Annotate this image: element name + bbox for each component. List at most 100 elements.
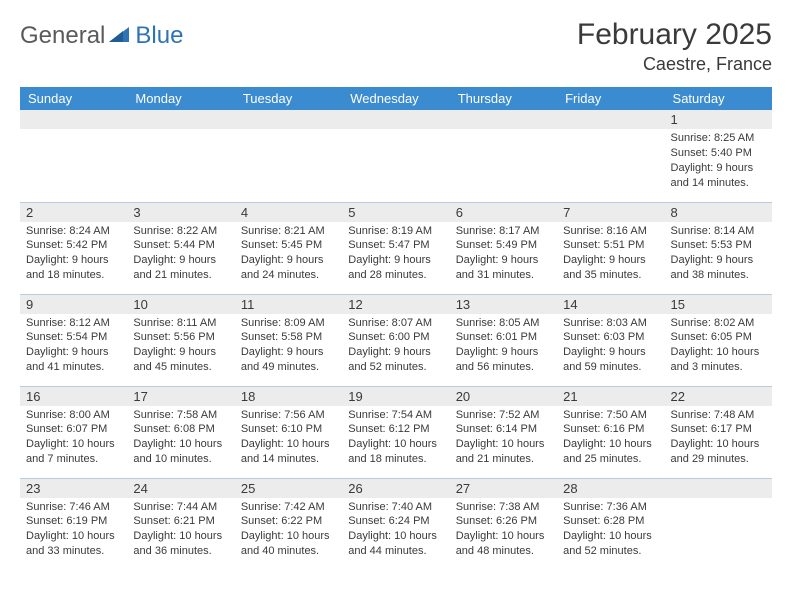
day-number: 12 — [342, 295, 449, 314]
day-number — [342, 110, 449, 129]
day-details: Sunrise: 7:56 AMSunset: 6:10 PMDaylight:… — [235, 406, 342, 471]
weekday-header: Tuesday — [235, 87, 342, 110]
weekday-header: Monday — [127, 87, 234, 110]
day-details: Sunrise: 7:48 AMSunset: 6:17 PMDaylight:… — [665, 406, 772, 471]
logo: General Blue — [20, 22, 183, 50]
calendar-day-cell — [665, 478, 772, 570]
calendar-day-cell — [235, 110, 342, 202]
calendar-week-row: 23Sunrise: 7:46 AMSunset: 6:19 PMDayligh… — [20, 478, 772, 570]
day-number: 22 — [665, 387, 772, 406]
day-details: Sunrise: 7:38 AMSunset: 6:26 PMDaylight:… — [450, 498, 557, 563]
day-number — [665, 479, 772, 498]
day-details: Sunrise: 8:24 AMSunset: 5:42 PMDaylight:… — [20, 222, 127, 287]
day-number: 25 — [235, 479, 342, 498]
calendar-day-cell — [20, 110, 127, 202]
calendar-day-cell: 2Sunrise: 8:24 AMSunset: 5:42 PMDaylight… — [20, 202, 127, 294]
day-details: Sunrise: 7:54 AMSunset: 6:12 PMDaylight:… — [342, 406, 449, 471]
day-number — [557, 110, 664, 129]
day-number — [127, 110, 234, 129]
day-number: 10 — [127, 295, 234, 314]
day-details: Sunrise: 7:52 AMSunset: 6:14 PMDaylight:… — [450, 406, 557, 471]
weekday-header: Sunday — [20, 87, 127, 110]
day-number: 28 — [557, 479, 664, 498]
day-details: Sunrise: 8:05 AMSunset: 6:01 PMDaylight:… — [450, 314, 557, 379]
weekday-header: Saturday — [665, 87, 772, 110]
day-number: 17 — [127, 387, 234, 406]
calendar-day-cell: 7Sunrise: 8:16 AMSunset: 5:51 PMDaylight… — [557, 202, 664, 294]
day-number: 11 — [235, 295, 342, 314]
calendar-day-cell: 5Sunrise: 8:19 AMSunset: 5:47 PMDaylight… — [342, 202, 449, 294]
calendar-day-cell: 27Sunrise: 7:38 AMSunset: 6:26 PMDayligh… — [450, 478, 557, 570]
day-details: Sunrise: 8:07 AMSunset: 6:00 PMDaylight:… — [342, 314, 449, 379]
calendar-day-cell: 3Sunrise: 8:22 AMSunset: 5:44 PMDaylight… — [127, 202, 234, 294]
day-details: Sunrise: 8:03 AMSunset: 6:03 PMDaylight:… — [557, 314, 664, 379]
day-details: Sunrise: 7:40 AMSunset: 6:24 PMDaylight:… — [342, 498, 449, 563]
day-number: 18 — [235, 387, 342, 406]
day-details: Sunrise: 7:44 AMSunset: 6:21 PMDaylight:… — [127, 498, 234, 563]
day-details: Sunrise: 7:50 AMSunset: 6:16 PMDaylight:… — [557, 406, 664, 471]
day-number — [235, 110, 342, 129]
calendar-day-cell: 22Sunrise: 7:48 AMSunset: 6:17 PMDayligh… — [665, 386, 772, 478]
day-details: Sunrise: 8:25 AMSunset: 5:40 PMDaylight:… — [665, 129, 772, 194]
day-details: Sunrise: 8:17 AMSunset: 5:49 PMDaylight:… — [450, 222, 557, 287]
calendar-day-cell: 24Sunrise: 7:44 AMSunset: 6:21 PMDayligh… — [127, 478, 234, 570]
weekday-header: Friday — [557, 87, 664, 110]
day-number — [20, 110, 127, 129]
calendar-table: Sunday Monday Tuesday Wednesday Thursday… — [20, 87, 772, 570]
calendar-day-cell — [127, 110, 234, 202]
day-details: Sunrise: 7:46 AMSunset: 6:19 PMDaylight:… — [20, 498, 127, 563]
day-details: Sunrise: 8:21 AMSunset: 5:45 PMDaylight:… — [235, 222, 342, 287]
day-details: Sunrise: 8:02 AMSunset: 6:05 PMDaylight:… — [665, 314, 772, 379]
calendar-day-cell: 8Sunrise: 8:14 AMSunset: 5:53 PMDaylight… — [665, 202, 772, 294]
day-details: Sunrise: 8:16 AMSunset: 5:51 PMDaylight:… — [557, 222, 664, 287]
calendar-day-cell: 21Sunrise: 7:50 AMSunset: 6:16 PMDayligh… — [557, 386, 664, 478]
calendar-day-cell — [557, 110, 664, 202]
calendar-day-cell: 14Sunrise: 8:03 AMSunset: 6:03 PMDayligh… — [557, 294, 664, 386]
calendar-day-cell: 16Sunrise: 8:00 AMSunset: 6:07 PMDayligh… — [20, 386, 127, 478]
day-details: Sunrise: 8:09 AMSunset: 5:58 PMDaylight:… — [235, 314, 342, 379]
day-number: 4 — [235, 203, 342, 222]
calendar-day-cell: 28Sunrise: 7:36 AMSunset: 6:28 PMDayligh… — [557, 478, 664, 570]
calendar-day-cell: 1Sunrise: 8:25 AMSunset: 5:40 PMDaylight… — [665, 110, 772, 202]
day-number: 20 — [450, 387, 557, 406]
calendar-day-cell: 12Sunrise: 8:07 AMSunset: 6:00 PMDayligh… — [342, 294, 449, 386]
calendar-page: General Blue February 2025 Caestre, Fran… — [0, 0, 792, 580]
day-number: 9 — [20, 295, 127, 314]
calendar-day-cell: 17Sunrise: 7:58 AMSunset: 6:08 PMDayligh… — [127, 386, 234, 478]
day-number: 14 — [557, 295, 664, 314]
calendar-week-row: 16Sunrise: 8:00 AMSunset: 6:07 PMDayligh… — [20, 386, 772, 478]
calendar-week-row: 1Sunrise: 8:25 AMSunset: 5:40 PMDaylight… — [20, 110, 772, 202]
day-details: Sunrise: 8:22 AMSunset: 5:44 PMDaylight:… — [127, 222, 234, 287]
day-number: 7 — [557, 203, 664, 222]
calendar-day-cell: 23Sunrise: 7:46 AMSunset: 6:19 PMDayligh… — [20, 478, 127, 570]
location-label: Caestre, France — [577, 54, 772, 75]
day-number: 21 — [557, 387, 664, 406]
logo-text-blue: Blue — [135, 22, 183, 50]
day-details: Sunrise: 8:19 AMSunset: 5:47 PMDaylight:… — [342, 222, 449, 287]
calendar-day-cell: 13Sunrise: 8:05 AMSunset: 6:01 PMDayligh… — [450, 294, 557, 386]
month-title: February 2025 — [577, 18, 772, 52]
calendar-day-cell: 15Sunrise: 8:02 AMSunset: 6:05 PMDayligh… — [665, 294, 772, 386]
calendar-day-cell: 25Sunrise: 7:42 AMSunset: 6:22 PMDayligh… — [235, 478, 342, 570]
day-number: 16 — [20, 387, 127, 406]
calendar-day-cell: 11Sunrise: 8:09 AMSunset: 5:58 PMDayligh… — [235, 294, 342, 386]
day-details: Sunrise: 8:14 AMSunset: 5:53 PMDaylight:… — [665, 222, 772, 287]
calendar-week-row: 9Sunrise: 8:12 AMSunset: 5:54 PMDaylight… — [20, 294, 772, 386]
calendar-day-cell: 20Sunrise: 7:52 AMSunset: 6:14 PMDayligh… — [450, 386, 557, 478]
logo-triangle-icon — [109, 25, 131, 48]
day-number: 13 — [450, 295, 557, 314]
day-details: Sunrise: 7:42 AMSunset: 6:22 PMDaylight:… — [235, 498, 342, 563]
calendar-day-cell — [450, 110, 557, 202]
weekday-header: Thursday — [450, 87, 557, 110]
calendar-day-cell: 6Sunrise: 8:17 AMSunset: 5:49 PMDaylight… — [450, 202, 557, 294]
calendar-day-cell: 18Sunrise: 7:56 AMSunset: 6:10 PMDayligh… — [235, 386, 342, 478]
calendar-day-cell: 4Sunrise: 8:21 AMSunset: 5:45 PMDaylight… — [235, 202, 342, 294]
weekday-header: Wednesday — [342, 87, 449, 110]
day-details: Sunrise: 8:12 AMSunset: 5:54 PMDaylight:… — [20, 314, 127, 379]
logo-text-general: General — [20, 22, 105, 50]
calendar-day-cell: 10Sunrise: 8:11 AMSunset: 5:56 PMDayligh… — [127, 294, 234, 386]
day-number: 5 — [342, 203, 449, 222]
day-number: 26 — [342, 479, 449, 498]
day-number: 6 — [450, 203, 557, 222]
day-details: Sunrise: 8:11 AMSunset: 5:56 PMDaylight:… — [127, 314, 234, 379]
